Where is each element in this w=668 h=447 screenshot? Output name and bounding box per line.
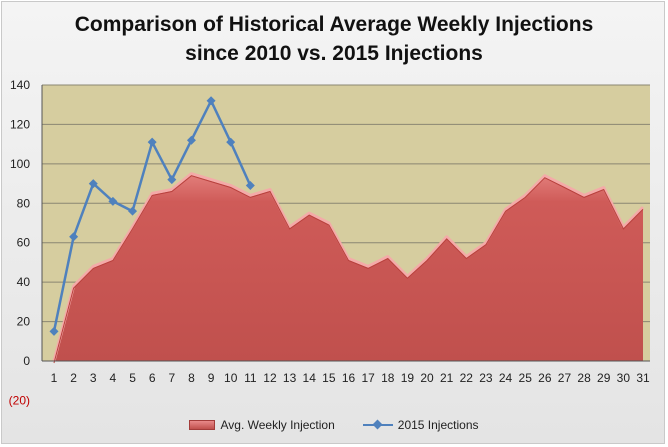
marker-2015-injections (167, 175, 177, 185)
x-tick-label: 28 (577, 371, 591, 385)
y-tick-label: 40 (17, 275, 31, 289)
x-tick-label: 15 (322, 371, 336, 385)
x-tick-label: 5 (129, 371, 136, 385)
x-tick-label: 12 (263, 371, 277, 385)
x-tick-label: 1 (51, 371, 58, 385)
x-tick-label: 18 (381, 371, 395, 385)
x-tick-label: 17 (361, 371, 375, 385)
marker-2015-injections (226, 137, 236, 147)
x-tick-label: 30 (617, 371, 631, 385)
x-tick-label: 9 (208, 371, 215, 385)
legend-swatch-area (189, 420, 216, 430)
chart-title-line-1: Comparison of Historical Average Weekly … (74, 13, 594, 36)
legend-item-2015: 2015 Injections (362, 418, 479, 432)
marker-2015-injections (69, 232, 79, 242)
x-tick-label: 6 (149, 371, 156, 385)
x-tick-label: 23 (479, 371, 493, 385)
marker-2015-injections (128, 206, 138, 216)
x-tick-label: 27 (558, 371, 572, 385)
x-tick-label: 26 (538, 371, 552, 385)
x-tick-label: 19 (401, 371, 415, 385)
x-tick-label: 7 (168, 371, 175, 385)
x-tick-label: 13 (283, 371, 297, 385)
x-tick-label: 16 (342, 371, 356, 385)
x-tick-label: 10 (224, 371, 238, 385)
x-tick-label: 24 (499, 371, 513, 385)
legend-label-2015: 2015 Injections (397, 418, 479, 432)
x-tick-label: 4 (110, 371, 117, 385)
legend-label-avg: Avg. Weekly Injection (220, 418, 335, 432)
x-tick-label: 31 (636, 371, 650, 385)
area-top-highlight (52, 172, 645, 362)
chart-title-line-2: since 2010 vs. 2015 Injections (185, 42, 483, 65)
y-tick-label: 140 (10, 78, 30, 92)
marker-2015-injections (108, 196, 118, 206)
area-top-edge (53, 175, 644, 364)
y-tick-label: 80 (17, 196, 31, 210)
x-tick-label: 25 (519, 371, 533, 385)
x-tick-label: 11 (244, 371, 257, 385)
marker-2015-injections (88, 179, 98, 189)
y-tick-label: 120 (10, 117, 30, 131)
x-tick-label: 2 (70, 371, 77, 385)
area-avg-weekly-injection (54, 173, 643, 361)
x-tick-label: 21 (440, 371, 454, 385)
marker-2015-injections (245, 181, 255, 191)
x-tick-label: 20 (420, 371, 434, 385)
y-tick-label: (20) (9, 393, 30, 407)
marker-2015-injections (206, 96, 216, 106)
y-tick-label: 60 (17, 236, 31, 250)
legend-item-avg: Avg. Weekly Injection (189, 418, 335, 432)
marker-2015-injections (147, 137, 157, 147)
x-tick-label: 3 (90, 371, 97, 385)
marker-2015-injections (186, 135, 196, 145)
marker-2015-injections (49, 326, 59, 336)
y-tick-label: 0 (23, 354, 30, 368)
x-tick-label: 14 (303, 371, 317, 385)
x-tick-label: 8 (188, 371, 195, 385)
legend-swatch-line (362, 420, 393, 430)
x-tick-label: 22 (460, 371, 474, 385)
y-tick-label: 20 (17, 315, 31, 329)
y-tick-label: 100 (10, 157, 30, 171)
chart-legend: Avg. Weekly Injection 2015 Injections (0, 418, 668, 432)
x-tick-label: 29 (597, 371, 611, 385)
